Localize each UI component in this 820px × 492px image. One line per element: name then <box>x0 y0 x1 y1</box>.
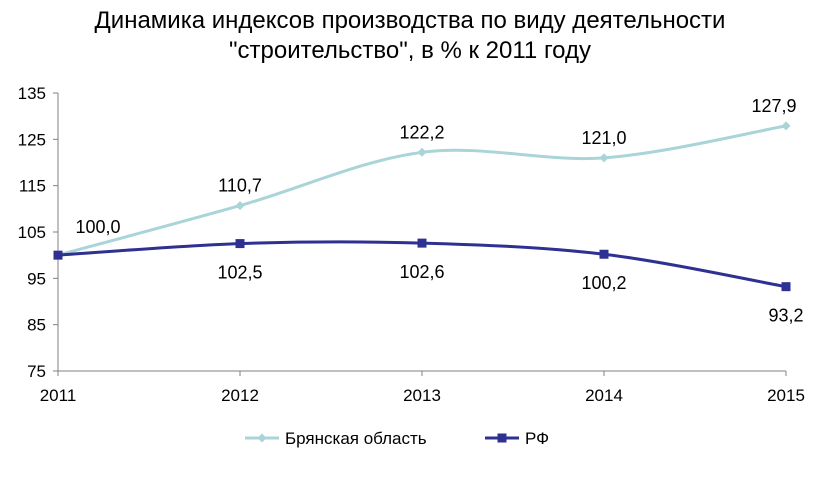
data-label: 102,6 <box>399 262 444 282</box>
y-tick-label: 75 <box>27 362 46 381</box>
legend-label: РФ <box>525 429 549 448</box>
data-label: 100,0 <box>75 217 120 237</box>
y-tick-label: 115 <box>19 177 46 196</box>
legend-marker <box>257 433 267 443</box>
data-label: 122,2 <box>399 122 444 142</box>
data-point <box>599 249 609 259</box>
y-tick-label: 95 <box>27 269 46 288</box>
data-label: 102,5 <box>217 263 262 283</box>
chart-title-line-2: "строительство", в % к 2011 году <box>229 37 591 64</box>
data-label: 110,7 <box>218 176 262 196</box>
legend-marker <box>497 433 507 443</box>
chart-title-line-1: Динамика индексов производства по виду д… <box>94 7 726 34</box>
data-point <box>417 147 427 157</box>
data-label: 100,2 <box>581 273 626 293</box>
x-tick-label: 2015 <box>767 386 805 405</box>
y-tick-label: 105 <box>18 223 46 242</box>
y-tick-label: 125 <box>18 130 46 149</box>
data-point <box>781 121 791 131</box>
data-point <box>599 153 609 163</box>
data-label: 93,2 <box>768 306 803 326</box>
data-point <box>235 201 245 211</box>
data-label: 121,0 <box>581 128 626 148</box>
data-point <box>417 238 427 248</box>
x-tick-label: 2012 <box>221 386 259 405</box>
data-point <box>781 282 791 292</box>
series-line <box>57 124 787 257</box>
x-tick-label: 2013 <box>403 386 441 405</box>
data-point <box>235 239 245 249</box>
y-tick-label: 85 <box>27 316 46 335</box>
x-tick-label: 2011 <box>40 386 77 405</box>
data-label: 127,9 <box>751 96 796 116</box>
data-point <box>53 250 63 260</box>
x-tick-label: 2014 <box>585 386 623 405</box>
y-tick-label: 135 <box>18 84 46 103</box>
legend-label: Брянская область <box>285 429 427 448</box>
